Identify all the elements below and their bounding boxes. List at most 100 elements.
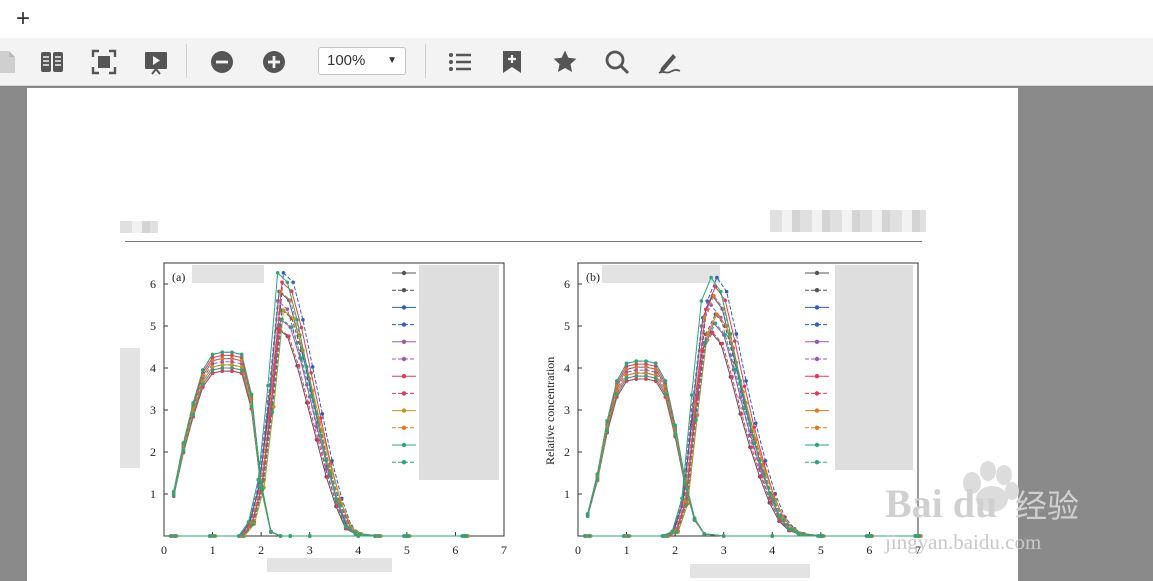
data-point (266, 399, 270, 404)
data-point (191, 412, 195, 417)
data-point (230, 359, 234, 364)
y-tick-label: 6 (150, 277, 156, 291)
zoom-select[interactable]: 100% ▼ (318, 47, 406, 75)
data-point (249, 404, 254, 409)
legend-marker (814, 270, 820, 276)
x-tick-label: 2 (258, 543, 264, 557)
data-point (749, 445, 754, 449)
legend-text-redacted (835, 265, 913, 470)
series-line (584, 276, 916, 537)
presentation-icon[interactable] (142, 48, 170, 76)
data-point (281, 308, 286, 312)
data-point (624, 367, 629, 372)
data-point (306, 400, 311, 405)
pdf-toolbar: 100% ▼ (0, 38, 1153, 86)
data-point (730, 375, 734, 379)
legend-marker (401, 322, 407, 327)
data-point (634, 368, 639, 372)
data-point (644, 362, 648, 366)
data-point (291, 316, 296, 320)
two-page-icon[interactable] (38, 48, 66, 76)
data-point (295, 318, 299, 322)
watermark-brand: Bai du (885, 481, 997, 526)
data-point (753, 437, 758, 441)
legend-marker (814, 356, 820, 362)
data-point (703, 340, 708, 345)
bookmark-add-icon[interactable] (498, 48, 526, 76)
data-point (301, 318, 305, 322)
x-tick-label: 6 (452, 543, 458, 557)
y-tick-label: 6 (564, 277, 570, 291)
redacted-ylabel (120, 348, 140, 468)
legend-marker (814, 425, 820, 430)
data-point (720, 341, 725, 346)
data-point (723, 298, 727, 303)
series-line (170, 299, 463, 537)
y-tick-label: 4 (564, 361, 570, 375)
data-point (763, 459, 768, 463)
y-axis-label: Relative concentration (543, 357, 557, 465)
outline-icon[interactable] (446, 48, 474, 76)
document-icon[interactable] (0, 48, 20, 76)
data-point (239, 368, 244, 372)
data-point (770, 534, 775, 538)
figure: (a) 0 1 2 3 4 5 6 7 1 2 3 4 5 6 (b) Relative concentr… (120, 262, 923, 578)
x-tick-label: 6 (866, 543, 872, 557)
data-point (701, 349, 705, 353)
data-point (239, 352, 244, 357)
data-point (583, 534, 587, 538)
zoom-out-icon[interactable] (208, 48, 236, 76)
data-point (291, 280, 296, 285)
new-tab-icon[interactable]: + (15, 5, 30, 32)
chevron-down-icon: ▼ (387, 55, 397, 66)
data-point (230, 363, 234, 367)
data-point (275, 271, 280, 275)
series-line (587, 369, 918, 537)
chart-panel-a: (a) 0 1 2 3 4 5 6 7 1 2 3 4 5 6 (120, 262, 507, 572)
x-tick-label: 4 (355, 543, 361, 557)
data-point (357, 532, 362, 536)
data-point (644, 371, 648, 375)
data-point (699, 324, 704, 328)
data-point (296, 363, 301, 368)
data-point (703, 307, 708, 312)
data-point (181, 441, 186, 445)
data-point (801, 532, 805, 536)
data-point (288, 534, 293, 538)
legend-marker (401, 408, 407, 413)
data-point (275, 299, 280, 303)
data-point (585, 513, 590, 518)
data-point (319, 433, 323, 438)
series-line (170, 271, 463, 537)
data-point (319, 416, 323, 420)
legend-marker (814, 339, 820, 344)
favorite-icon[interactable] (551, 48, 579, 76)
fit-page-icon[interactable] (90, 48, 118, 76)
data-point (210, 362, 215, 366)
series (583, 275, 923, 538)
x-tick-label: 7 (915, 543, 921, 557)
data-point (705, 299, 709, 303)
legend-marker (401, 270, 407, 276)
legend (805, 270, 829, 465)
data-point (230, 350, 234, 355)
annotate-icon[interactable] (655, 48, 683, 76)
data-point (230, 353, 234, 358)
data-point (624, 370, 629, 375)
data-point (343, 524, 348, 529)
data-point (694, 418, 698, 422)
search-icon[interactable] (603, 48, 631, 76)
data-point (212, 534, 216, 538)
data-point (702, 315, 707, 320)
zoom-in-icon[interactable] (260, 48, 288, 76)
data-point (663, 392, 668, 397)
y-tick-label: 3 (564, 403, 570, 417)
legend-marker (401, 460, 407, 465)
redacted-title (602, 265, 720, 283)
legend-marker (814, 374, 820, 379)
data-point (777, 515, 781, 520)
data-point (210, 368, 215, 372)
data-point (781, 518, 786, 523)
legend-text-redacted (419, 265, 499, 480)
legend-marker (401, 442, 407, 448)
